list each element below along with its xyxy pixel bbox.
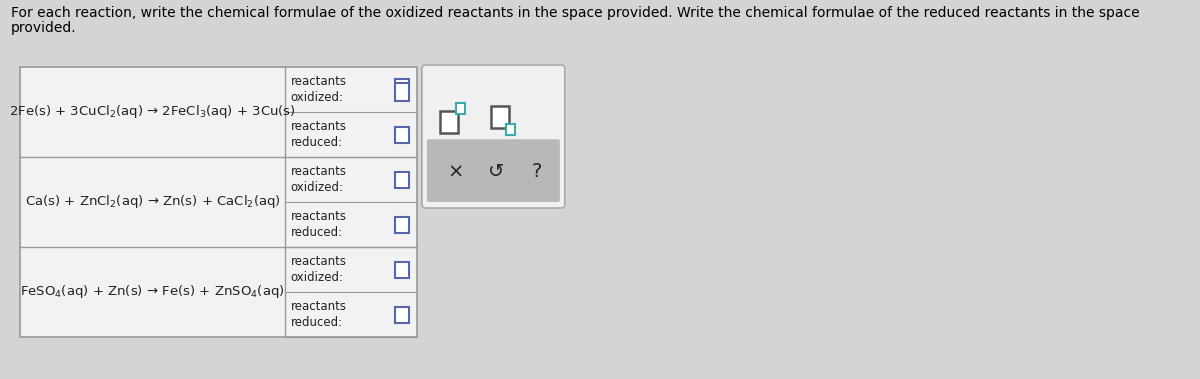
Text: reactants
oxidized:: reactants oxidized: bbox=[290, 75, 347, 104]
Text: reactants
reduced:: reactants reduced: bbox=[290, 210, 347, 239]
Text: provided.: provided. bbox=[11, 21, 76, 35]
Bar bbox=[396, 307, 409, 323]
Text: ↺: ↺ bbox=[488, 162, 504, 181]
Text: FeSO$_4$(aq) + Zn(s) → Fe(s) + ZnSO$_4$(aq): FeSO$_4$(aq) + Zn(s) → Fe(s) + ZnSO$_4$(… bbox=[20, 283, 284, 301]
Bar bbox=[396, 262, 409, 277]
Bar bbox=[456, 103, 464, 114]
Bar bbox=[428, 143, 558, 200]
Text: ×: × bbox=[446, 162, 463, 181]
Bar bbox=[20, 67, 416, 337]
Bar bbox=[396, 172, 409, 188]
Text: For each reaction, write the chemical formulae of the oxidized reactants in the : For each reaction, write the chemical fo… bbox=[11, 6, 1139, 20]
Text: reactants
oxidized:: reactants oxidized: bbox=[290, 255, 347, 284]
Bar bbox=[396, 127, 409, 143]
Text: reactants
oxidized:: reactants oxidized: bbox=[290, 165, 347, 194]
Text: 2Fe(s) + 3CuCl$_2$(aq) → 2FeCl$_3$(aq) + 3Cu(s): 2Fe(s) + 3CuCl$_2$(aq) → 2FeCl$_3$(aq) +… bbox=[10, 103, 296, 121]
Bar bbox=[396, 216, 409, 232]
Bar bbox=[440, 111, 458, 133]
Text: reactants
reduced:: reactants reduced: bbox=[290, 120, 347, 149]
Bar bbox=[396, 78, 409, 100]
Text: reactants
reduced:: reactants reduced: bbox=[290, 300, 347, 329]
FancyBboxPatch shape bbox=[422, 65, 565, 208]
Bar bbox=[506, 124, 515, 135]
FancyBboxPatch shape bbox=[427, 139, 560, 202]
Text: Ca(s) + ZnCl$_2$(aq) → Zn(s) + CaCl$_2$(aq): Ca(s) + ZnCl$_2$(aq) → Zn(s) + CaCl$_2$(… bbox=[25, 194, 281, 210]
Text: ?: ? bbox=[532, 162, 542, 181]
Bar bbox=[491, 106, 510, 128]
